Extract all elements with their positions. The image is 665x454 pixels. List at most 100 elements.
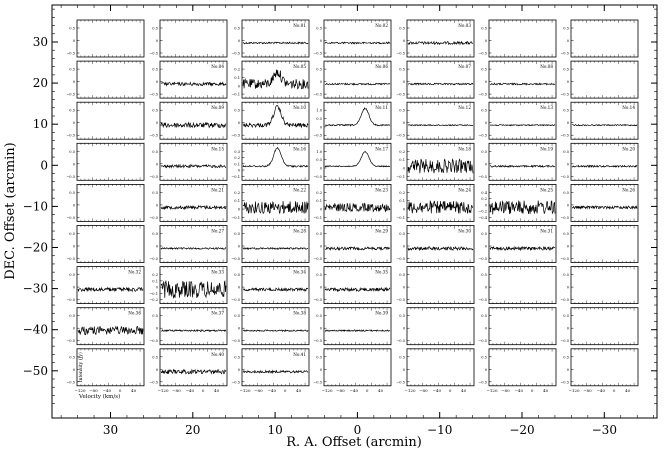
panel-y-tick-label: 0 <box>73 121 76 125</box>
panel-frame <box>323 307 392 346</box>
panel-y-tick-label: −0.5 <box>149 339 158 343</box>
spectrum-panel: 0.5 0 −0.5 <box>66 225 145 263</box>
x-tick-label: 30 <box>103 423 118 437</box>
panel-label: No.14 <box>622 105 635 110</box>
spectrum-line <box>242 286 309 293</box>
panel-y-tick-label: 0.5 <box>399 314 405 318</box>
panel-label: No.18 <box>458 146 471 151</box>
panel-frame <box>76 19 145 58</box>
panel-y-tick-label: 0.5 <box>152 150 158 154</box>
spectrum-line <box>489 200 556 215</box>
panel-y-tick-label: 0 <box>567 203 570 207</box>
spectrum-line <box>324 82 391 86</box>
panel-y-tick-label: −0.5 <box>478 93 487 97</box>
spectrum-panel: 0.5 0 −0.5 <box>478 307 557 346</box>
spectrum-panel: 0.5 0 −0.5−120 −80 −40 0 40 <box>313 348 392 393</box>
spectrum-panel: 0.5 0 −0.5−120 −80 −40 0 40 <box>396 348 475 393</box>
panel-y-tick-label: 0.2 <box>481 197 487 201</box>
panel-frame <box>488 348 557 387</box>
spectrum-panel: 0.5 0 −0.5 No.39 <box>313 307 392 346</box>
panel-frame <box>406 101 475 140</box>
panel-y-tick-label: 0 <box>238 368 241 372</box>
panel-y-tick-label: 0.2 <box>316 191 322 195</box>
panel-y-tick-label: 0 <box>567 162 570 166</box>
panel-label: No.36 <box>128 311 141 316</box>
spectrum-line <box>242 246 309 250</box>
panel-velocity-tick-label: −120 <box>569 388 580 393</box>
panel-y-tick-label: 0 <box>567 80 570 84</box>
spectrum-panel: 0.2 0.1 0 −0.1 −0.2 No.33 <box>149 266 228 305</box>
spectrum-panel: 0.5 0 −0.5−120 −80 −40 0 40 <box>478 348 557 393</box>
panel-label: No.35 <box>375 270 388 275</box>
spectrum-panel: 0.2 0.1 0 −0.1 No.23 <box>313 183 392 222</box>
panel-y-tick-label: 0 <box>73 286 76 290</box>
panel-y-tick-label: −0.5 <box>560 339 569 343</box>
panel-y-tick-label: 0.5 <box>152 232 158 236</box>
panel-y-tick-label: −0.1 <box>231 216 240 220</box>
panel-y-tick-label: 0.5 <box>481 232 487 236</box>
panel-label: No.19 <box>540 146 553 151</box>
panel-y-tick-label: 0.5 <box>69 273 75 277</box>
panel-y-tick-label: 0 <box>403 327 406 331</box>
panel-y-tick-label: −0.5 <box>478 298 487 302</box>
panel-velocity-tick-label: −40 <box>350 388 359 393</box>
panel-y-tick-label: −0.5 <box>560 52 569 56</box>
panel-frame <box>159 142 228 181</box>
panel-y-tick-label: 0.5 <box>316 355 322 359</box>
spectrum-panel: 0.5 0 −0.5 <box>149 19 228 58</box>
panel-y-tick-label: 0 <box>567 286 570 290</box>
panel-frame <box>159 183 228 222</box>
spectrum-panel: 0.5 0 −0.5 No.30 <box>396 225 475 263</box>
panel-y-tick-label: 0.2 <box>234 156 240 160</box>
panel-y-tick-label: 0 <box>403 286 406 290</box>
panel-label: No.11 <box>375 105 388 110</box>
panel-velocity-tick-label: −120 <box>75 388 86 393</box>
spectrum-line <box>242 329 309 332</box>
panel-frame <box>570 101 639 140</box>
panel-label: No.02 <box>375 23 388 28</box>
panel-velocity-tick-label: 40 <box>625 388 631 393</box>
panel-y-tick-label: 0.5 <box>316 232 322 236</box>
spectrum-panel: 1.0 0.5 0 −0.5 No.11 <box>313 101 392 140</box>
spectrum-line <box>77 325 144 336</box>
panel-frame <box>406 225 475 263</box>
panel-y-tick-label: −0.5 <box>478 52 487 56</box>
spectrum-line <box>324 246 391 251</box>
spectrum-panel: 0.5 0 −0.5 No.08 <box>478 60 557 99</box>
panel-y-tick-label: −0.5 <box>560 175 569 179</box>
panel-y-tick-label: 0.5 <box>69 68 75 72</box>
panel-y-tick-label: 0.5 <box>563 150 569 154</box>
panel-velocity-tick-label: 40 <box>543 388 549 393</box>
panel-y-tick-label: 0.5 <box>316 273 322 277</box>
panel-label: No.13 <box>540 105 553 110</box>
panel-y-tick-label: −0.1 <box>231 175 240 179</box>
panel-label: No.33 <box>211 270 224 275</box>
panel-label: No.27 <box>211 229 224 234</box>
panel-frame <box>488 225 557 263</box>
panel-y-tick-label: −0.2 <box>149 298 158 302</box>
spectrum-line <box>242 69 309 90</box>
panel-frame <box>570 307 639 346</box>
panel-label: No.17 <box>375 146 388 151</box>
spectrum-panel: 0.5 0 −0.5 No.40 −120 −80 −40 0 40 <box>149 348 228 393</box>
panel-y-tick-label: −0.5 <box>313 339 322 343</box>
panel-frame <box>570 348 639 387</box>
spectrum-panel: 0.5 0 −0.5 No.41 −120 −80 −40 0 40 <box>231 348 310 393</box>
panel-y-tick-label: 0.2 <box>234 191 240 195</box>
spectrum-panel: 0.5 0 −0.5 No.09 <box>149 101 228 140</box>
panel-y-tick-label: −0.1 <box>313 216 322 220</box>
panel-y-tick-label: −0.5 <box>66 216 75 220</box>
panel-y-tick-label: 0 <box>403 245 406 249</box>
spectrum-panel: 0.5 0 −0.5 No.15 <box>149 142 228 181</box>
panel-y-tick-label: −0.5 <box>149 52 158 56</box>
spectrum-panel: 0.5 0 −0.5 No.20 <box>560 142 639 181</box>
panel-y-tick-label: −0.5 <box>231 52 240 56</box>
panel-velocity-tick-label: 0 <box>613 388 616 393</box>
spectrum-line <box>160 329 227 333</box>
panel-y-tick-label: 0 <box>238 121 241 125</box>
panel-y-tick-label: 0 <box>485 286 488 290</box>
panel-y-tick-label: −0.5 <box>231 339 240 343</box>
panel-y-tick-label: −0.5 <box>149 175 158 179</box>
panel-y-tick-label: 0 <box>320 245 323 249</box>
panel-y-tick-label: 0.5 <box>563 273 569 277</box>
